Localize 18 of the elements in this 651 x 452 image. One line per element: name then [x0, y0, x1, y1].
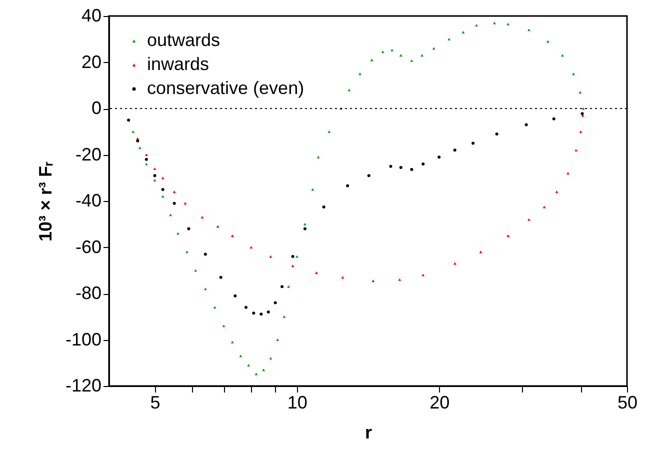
y-tick-label: -120	[65, 376, 102, 396]
legend-label: conservative (even)	[147, 78, 304, 98]
y-tick-label: -100	[65, 329, 102, 350]
y-tick-label: 0	[91, 98, 102, 118]
legend-label: inwards	[147, 54, 210, 74]
y-axis-title: 10³ × r³ Fᵣ	[35, 161, 56, 242]
y-tick-label: -20	[75, 144, 102, 164]
x-tick-label: 50	[617, 392, 638, 412]
x-axis-title: r	[364, 422, 372, 442]
x-tick-label: 10	[287, 392, 308, 412]
y-tick-label: -60	[75, 236, 102, 257]
y-tick-label: -80	[75, 283, 102, 303]
x-tick-label: 20	[430, 392, 450, 412]
y-tick-label: 20	[81, 52, 102, 72]
y-tick-label: 40	[81, 6, 102, 26]
legend-label: outwards	[147, 30, 220, 50]
y-tick-label: -40	[75, 190, 102, 210]
x-tick-label: 5	[150, 392, 160, 412]
